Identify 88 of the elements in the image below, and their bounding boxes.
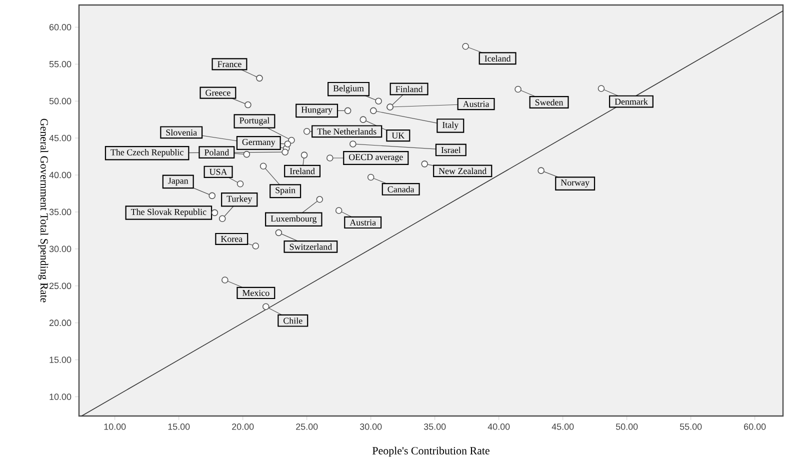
x-tick-label: 50.00 [616,424,638,430]
annotation: Austria [350,219,376,226]
annotation: Italy [442,122,459,130]
y-tick-label: 40.00 [49,172,72,178]
y-tick-label: 30.00 [49,246,72,252]
point [367,174,374,181]
point [252,242,260,250]
x-tick-label: 60.00 [744,424,766,430]
point [370,107,377,114]
point [421,160,428,168]
annotation: Turkey [226,196,252,204]
point [222,276,228,284]
point [284,140,292,148]
y-axis-title: General Government Total Spending Rate [38,118,48,302]
point [303,128,310,135]
annotation: Ireland [290,168,315,174]
annotation: Korea [220,236,242,242]
point [300,152,308,158]
x-tick-label: 15.00 [168,424,190,430]
annotation: Finland [396,86,423,92]
annotation: Japan [168,178,188,186]
annotation: Hungary [301,106,332,115]
annotation: Greece [206,90,230,96]
annotation: UK [392,132,405,139]
annotation: Luxembourg [270,215,317,224]
point [211,209,218,216]
annotation: Portugal [240,117,270,126]
y-tick-label: 25.00 [49,282,72,290]
point [244,101,252,108]
annotation: Canada [388,186,414,192]
point [262,303,270,310]
x-tick-label: 10.00 [104,424,126,430]
annotation: Sweden [535,99,564,106]
x-tick-label: 55.00 [680,424,702,430]
y-tick-label: 20.00 [49,320,72,326]
point [282,148,288,156]
y-tick-label: 15.00 [50,356,72,363]
annotation: New Zealand [438,168,487,174]
annotation: Slovenia [166,129,197,136]
x-tick-label: 45.00 [552,424,574,430]
point [243,150,250,158]
point [344,107,352,114]
y-tick-label: 55.00 [49,60,72,68]
y-tick-label: 35.00 [49,208,72,216]
x-tick-label: 40.00 [488,424,510,430]
y-tick-label: 10.00 [50,394,72,400]
annotation: Germany [242,139,276,147]
annotation: Spain [276,187,296,196]
point [218,215,226,222]
annotation: Iceland [484,55,511,62]
annotation: Chile [284,317,302,324]
x-tick-label: 30.00 [360,424,382,430]
annotation: Poland [204,149,230,156]
x-tick-label: 25.00 [296,424,318,430]
annotation: Norway [560,180,590,188]
annotation: France [218,61,242,68]
annotation: USA [210,168,228,175]
point [538,167,544,174]
annotation: The Netherlands [317,128,376,135]
annotation: Israel [441,146,461,154]
point [514,86,522,93]
point [462,42,469,50]
point [236,180,244,188]
annotation: The Czech Republic [110,149,184,158]
point [256,74,263,82]
point [208,192,216,200]
x-tick-label: 20.00 [232,424,254,430]
point [316,196,324,203]
annotation: Switzerland [290,244,332,250]
annotation: Denmark [614,98,648,105]
y-tick-label: 60.00 [49,24,72,30]
y-tick-label: 50.00 [49,98,72,104]
y-tick-label: 45.00 [49,134,72,142]
point [350,140,356,148]
annotation: Belgium [333,85,364,94]
point [360,116,367,123]
x-tick-label: 35.00 [424,424,446,430]
point [335,207,342,214]
point [275,229,282,236]
x-axis-title: People's Contribution Rate [372,446,490,457]
point [598,85,605,92]
point [326,154,334,162]
point [375,98,382,104]
point [260,162,267,170]
annotation: The Slovak Republic [130,208,206,217]
annotation: OECD average [348,154,403,162]
annotation: Austria [462,100,490,108]
annotation: Mexico [242,290,270,296]
